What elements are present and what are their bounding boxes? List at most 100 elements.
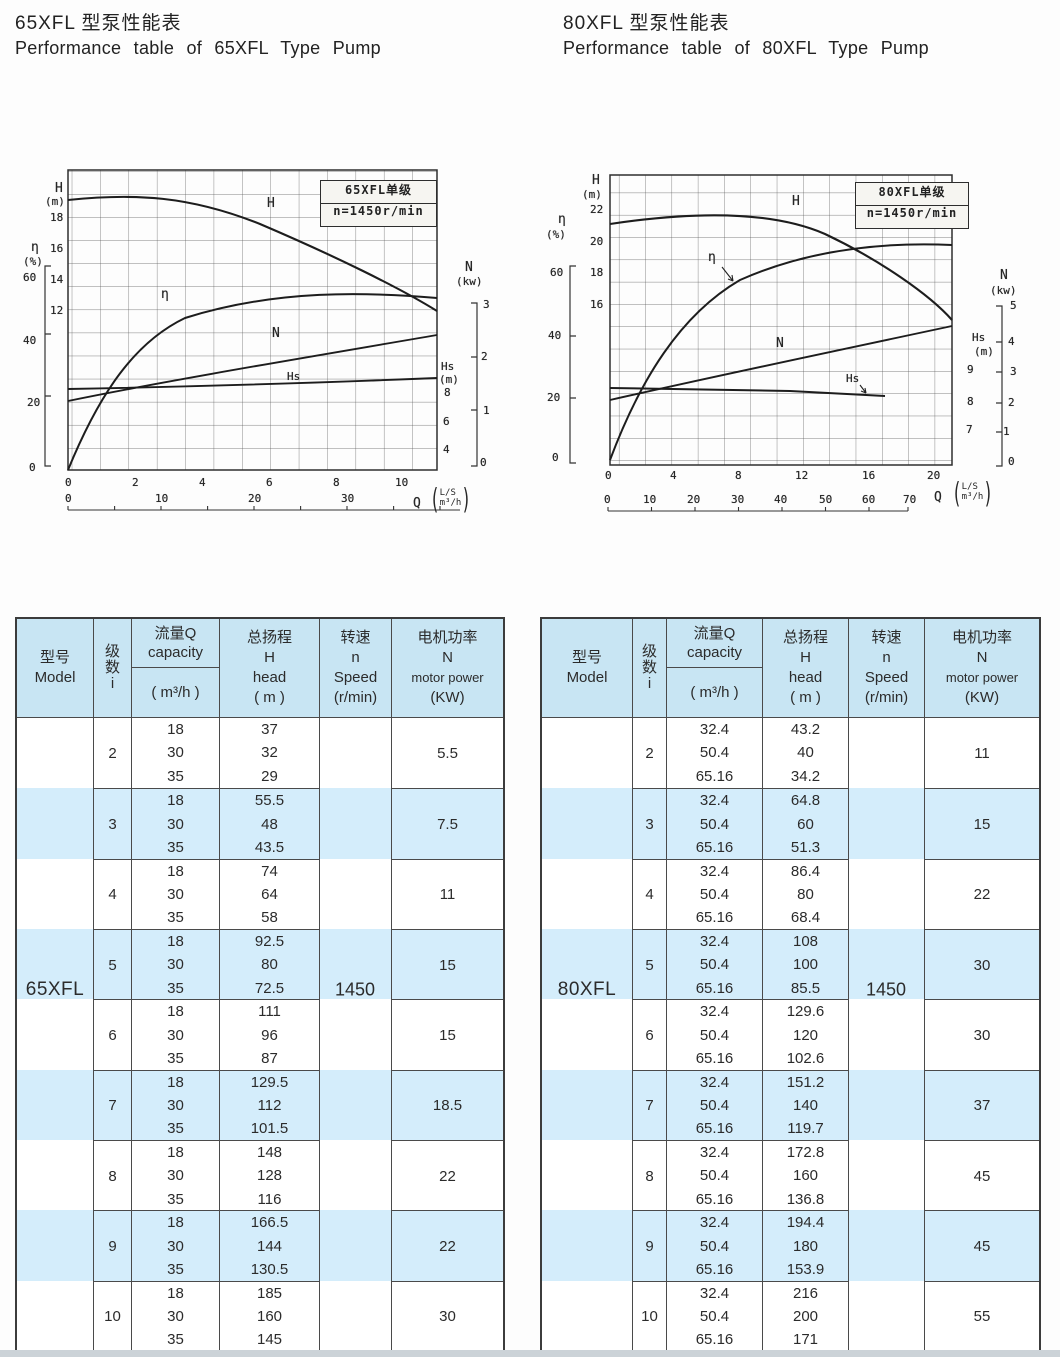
x-tick: 10 [395,476,409,489]
q-axis-label: Q [413,496,421,511]
performance-chart-65xfl: H (m) 18 16 14 12 η (%) 60 40 20 0 N (kw… [15,148,515,528]
table-row: 7 32.4 50.4 65.16 151.2 140 119.7 37 [542,1069,1039,1141]
y-tick: 20 [547,391,561,404]
y-tick: 4 [1008,335,1015,348]
h-values: 43.2 40 34.2 [762,718,848,789]
q-values: 18 30 35 [131,999,219,1071]
y-tick: 20 [590,235,604,248]
y-tick: 14 [50,273,64,286]
power-value: 11 [391,858,503,930]
paren: ) [461,480,471,516]
power-value: 15 [391,928,503,1001]
chart-title-box: 65XFL单级 n=1450r/min [320,180,437,227]
h-axis-unit: (m) [45,195,65,208]
n-axis-unit: (kw) [456,275,483,288]
stage-value: 4 [632,858,666,930]
q-values: 32.4 50.4 65.16 [666,1069,762,1141]
power-value: 22 [924,858,1039,930]
x-tick: 30 [731,493,745,506]
h-values: 194.4 180 153.9 [762,1210,848,1282]
curve-label-h: H [792,194,800,209]
table-row: 3 18 30 35 55.5 48 43.5 7.5 [17,788,503,860]
q-axis-label: Q [934,490,942,505]
q-values: 18 30 35 [131,1139,219,1212]
x-tick: 4 [670,469,677,482]
y-tick: 9 [967,363,974,376]
y-tick: 16 [50,242,64,255]
stage-value: 10 [93,1280,131,1352]
eta-axis-unit: (%) [23,255,43,268]
h-values: 185 160 145 [219,1280,319,1352]
power-value: 45 [924,1139,1039,1212]
q-values: 18 30 35 [131,1280,219,1352]
y-tick: 8 [444,386,451,399]
table-row: 9 32.4 50.4 65.16 194.4 180 153.9 45 [542,1210,1039,1282]
y-tick: 18 [590,266,604,279]
left-title-en: Performance table of 65XFL Type Pump [15,38,381,58]
h-values: 108 100 85.5 [762,928,848,1001]
hs-axis-symbol: Hs [972,331,986,344]
table-row: 4 32.4 50.4 65.16 86.4 80 68.4 22 [542,858,1039,930]
h-values: 74 64 58 [219,858,319,930]
x-tick: 0 [65,492,72,505]
page-bottom-edge [0,1350,1060,1357]
left-title-zh: 65XFL 型泵性能表 [15,13,182,34]
q-values: 18 30 35 [131,718,219,789]
x-tick: 30 [341,492,355,505]
x-tick: 50 [819,493,833,506]
eta-axis-symbol: η [558,212,566,227]
h-values: 148 128 116 [219,1139,319,1212]
stage-value: 3 [93,788,131,860]
y-tick: 20 [27,396,41,409]
y-tick: 60 [23,271,37,284]
chart-speed-note: n=1450r/min [866,206,958,220]
stage-value: 7 [632,1069,666,1141]
y-tick: 0 [29,461,36,474]
y-tick: 40 [23,334,37,347]
stage-value: 10 [632,1280,666,1352]
y-tick: 16 [590,298,604,311]
power-value: 30 [924,999,1039,1071]
h-values: 166.5 144 130.5 [219,1210,319,1282]
power-value: 22 [391,1210,503,1282]
x-tick: 2 [132,476,139,489]
col-speed: 转速 n Speed (r/min) [848,619,924,717]
performance-chart-80xfl: H (m) 22 20 18 16 η (%) 60 40 20 0 N (kw… [540,148,1060,528]
q-unit-m3h: m³/h [961,492,984,502]
chart-title: 80XFL单级 [856,183,968,206]
h-values: 216 200 171 [762,1280,848,1352]
hs-axis-symbol: Hs [441,360,455,373]
q-values: 32.4 50.4 65.16 [666,858,762,930]
x-tick: 0 [604,493,611,506]
q-values: 18 30 35 [131,858,219,930]
col-capacity: 流量Q capacity ( m³/h ) [131,619,219,717]
q-values: 18 30 35 [131,1069,219,1141]
stage-value: 5 [93,928,131,1001]
table-row: 2 32.4 50.4 65.16 43.2 40 34.2 11 [542,718,1039,789]
stage-value: 7 [93,1069,131,1141]
table-row: 6 32.4 50.4 65.16 129.6 120 102.6 30 [542,999,1039,1071]
power-value: 55 [924,1280,1039,1352]
power-value: 15 [391,999,503,1071]
y-tick: 4 [443,443,450,456]
power-value: 11 [924,718,1039,789]
y-tick: 40 [548,329,562,342]
speed-value: 1450 [865,979,907,1000]
q-unit-ls: L/S [961,482,978,492]
x-tick: 10 [643,493,657,506]
h-values: 86.4 80 68.4 [762,858,848,930]
y-tick: 2 [1008,396,1015,409]
stage-value: 9 [93,1210,131,1282]
q-values: 18 30 35 [131,788,219,860]
h-values: 37 32 29 [219,718,319,789]
table-row: 9 18 30 35 166.5 144 130.5 22 [17,1210,503,1282]
y-tick: 0 [552,451,559,464]
y-tick: 3 [1010,365,1017,378]
y-tick: 8 [967,395,974,408]
q-values: 32.4 50.4 65.16 [666,1139,762,1212]
